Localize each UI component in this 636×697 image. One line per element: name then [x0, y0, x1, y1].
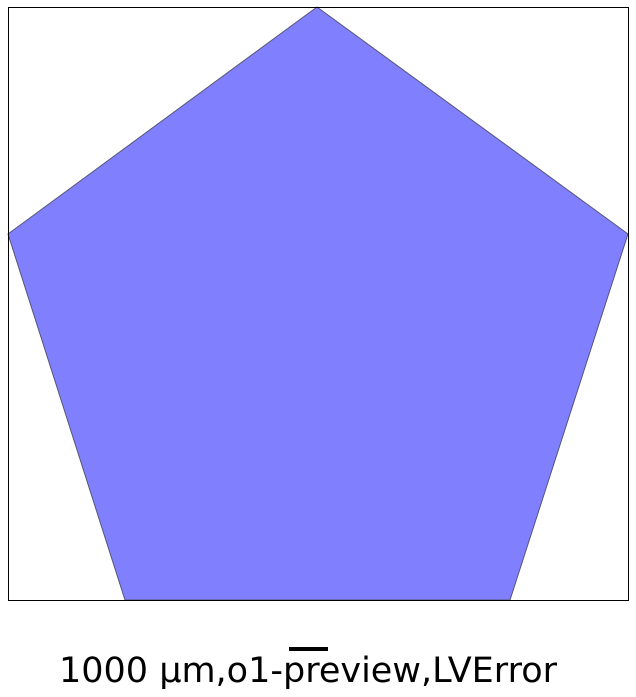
- image-frame: [8, 7, 629, 601]
- scale-bar: [289, 647, 328, 651]
- figure-caption: 1000 μm,o1-preview,LVError: [59, 651, 557, 691]
